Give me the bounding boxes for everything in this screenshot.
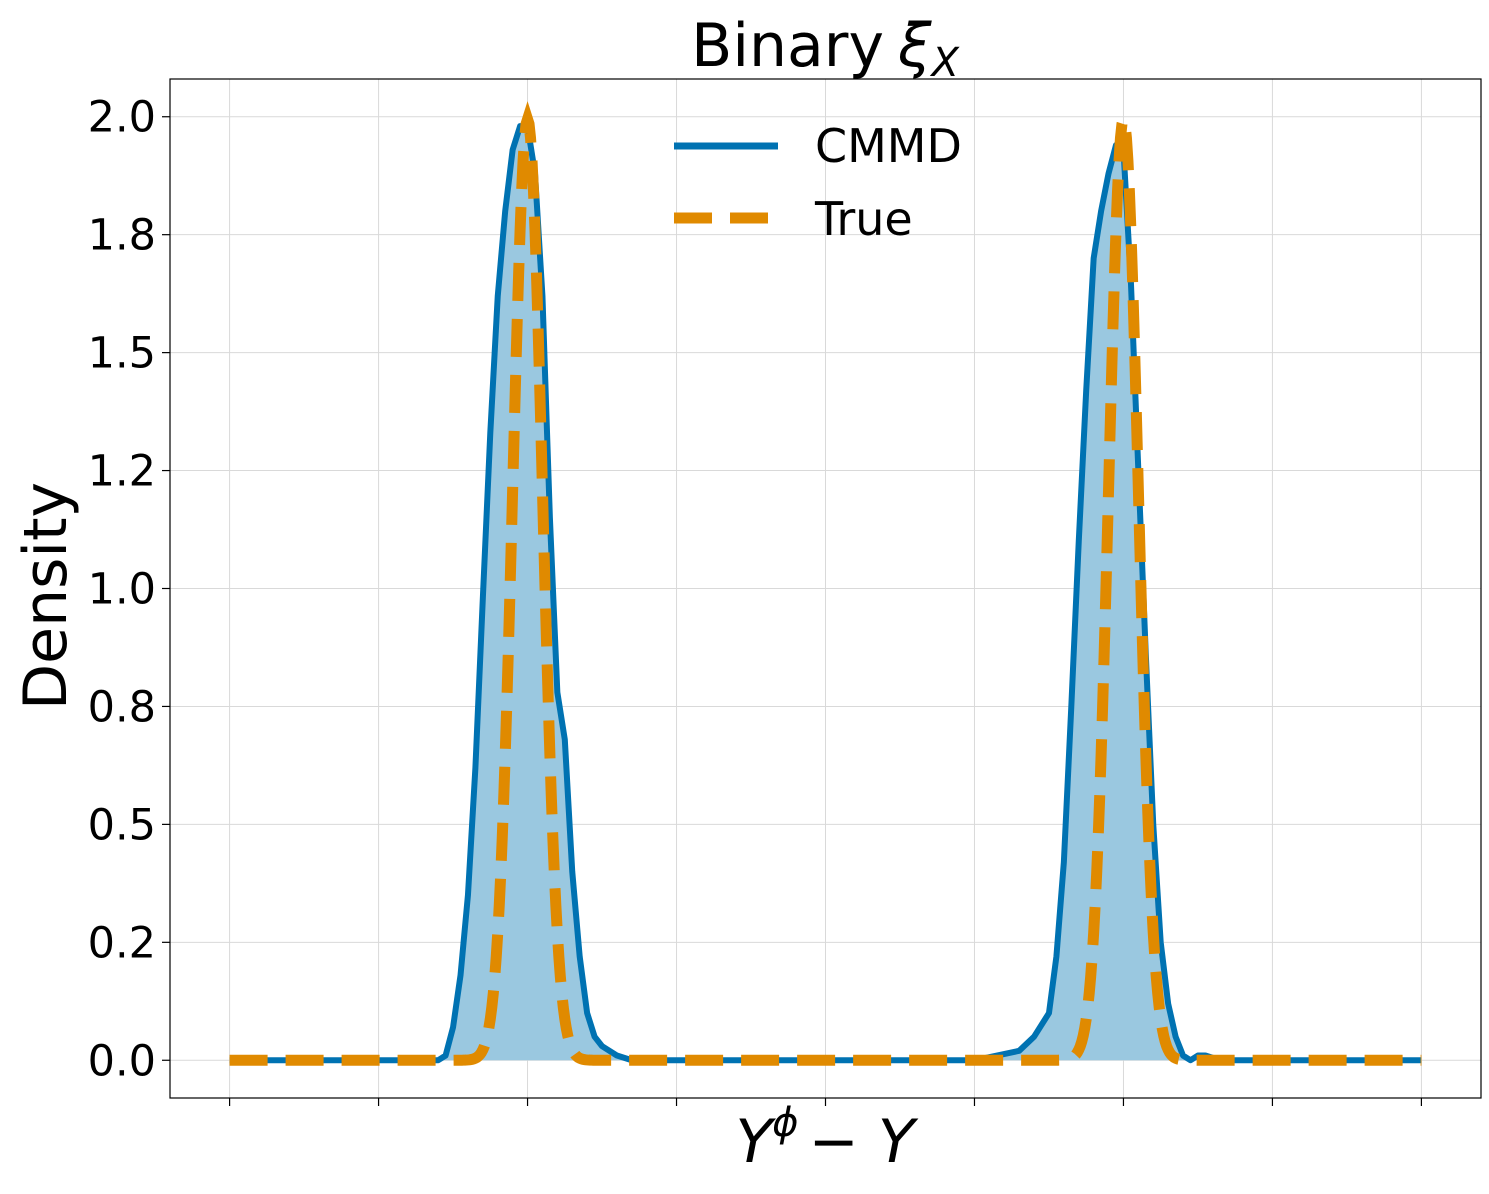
legend-label-true: True: [814, 192, 913, 246]
y-tick-label: 0.8: [88, 682, 156, 732]
x-axis-label-superscript: ϕ: [772, 1100, 798, 1146]
series-layer: [229, 101, 1422, 1066]
legend-label-cmmd: CMMD: [815, 119, 962, 173]
y-tick-label: 1.0: [88, 565, 156, 615]
legend: CMMD True: [674, 119, 962, 246]
y-tick-label: 0.5: [88, 800, 156, 850]
chart-title-symbol: ξ: [897, 11, 932, 81]
y-tick-label: 0.0: [88, 1036, 156, 1086]
plot-frame: [169, 78, 1482, 1099]
true-line: [229, 101, 1422, 1066]
chart-title-text: Binary: [691, 11, 884, 81]
y-tick-label: 1.8: [88, 211, 156, 261]
y-tick-label: 1.2: [88, 447, 156, 497]
axis-ticks: 0.0 0.2 0.5 0.8 1.0 1.2 1.5 1.8 2.0: [88, 93, 1423, 1106]
y-tick-label: 2.0: [88, 93, 156, 143]
y-tick-label: 1.5: [88, 329, 156, 379]
y-tick-label: 0.2: [88, 918, 156, 968]
x-axis-label-tail: − Y: [809, 1107, 919, 1177]
cmmd-area: [229, 126, 1422, 1061]
y-axis-label: Density: [11, 482, 81, 710]
chart-title-subscript: X: [929, 40, 960, 86]
x-axis-label: Yϕ − Y: [735, 1100, 918, 1177]
x-axis-label-base: Y: [735, 1107, 776, 1177]
chart-title: Binary ξX: [691, 11, 960, 86]
